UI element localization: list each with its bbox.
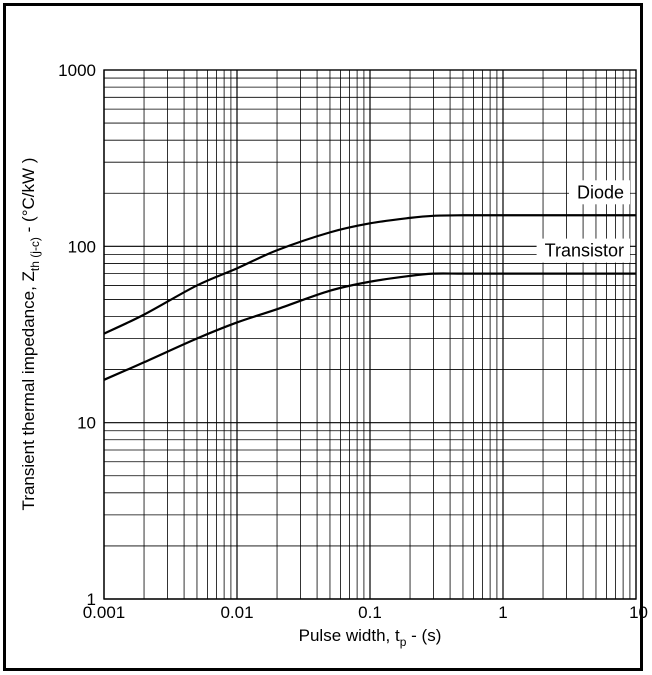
plot-border [103,69,637,600]
series-line-diode [103,214,636,335]
series-label-diode: Diode [577,182,624,202]
y-tick-label: 10 [77,414,96,433]
y-tick-label: 100 [68,237,96,256]
series-label-background [536,238,630,263]
series-labels: Diode Transistor [536,180,630,263]
x-tick-label: 0.1 [358,603,382,622]
x-tick-label: 10 [629,603,648,622]
y-tick-labels: 1 10 100 1000 [58,61,96,609]
x-tick-label: 0.01 [220,603,253,622]
x-axis-label: Pulse width, tp - (s) [299,626,442,649]
y-tick-label: 1 [87,590,96,609]
series-label-background [569,180,630,205]
chart-frame [3,3,643,671]
x-tick-label: 0.001 [83,603,126,622]
series-lines [103,214,636,381]
series-line-transistor [103,272,636,381]
x-tick-labels: 0.001 0.01 0.1 1 10 [83,603,648,622]
y-tick-label: 1000 [58,61,96,80]
series-label-transistor: Transistor [545,241,624,261]
y-axis-label: Transient thermal impedance, Zth (j-c) -… [19,158,42,511]
x-tick-label: 1 [498,603,507,622]
